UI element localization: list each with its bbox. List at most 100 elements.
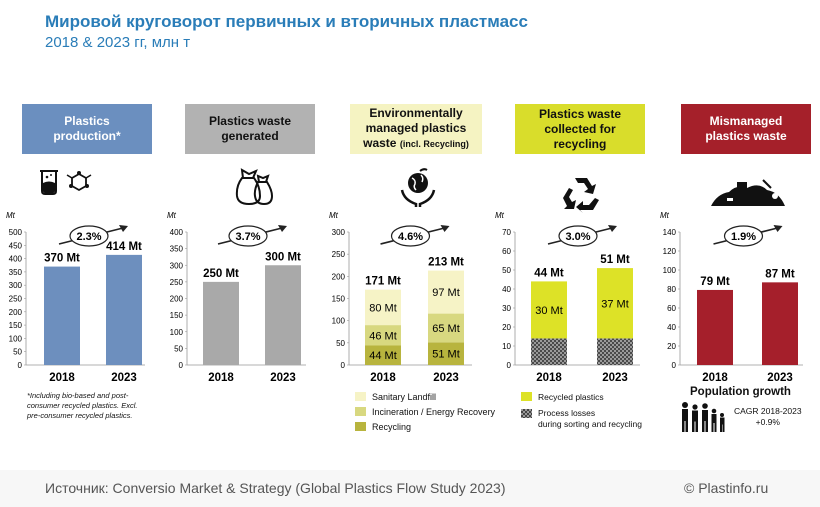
bar-segment	[597, 338, 633, 365]
y-tick-label: 140	[663, 228, 677, 237]
header-plastics-waste-generated: Plastics waste generated	[185, 104, 315, 154]
money-bags-icon	[235, 168, 274, 206]
cagr-badge	[558, 225, 598, 247]
population-cagr: CAGR 2018-2023 +0.9%	[734, 406, 802, 427]
bar-segment	[44, 266, 80, 365]
footnote: *Including bio-based and post-consumer r…	[27, 391, 138, 420]
legend-item: Sanitary Landfill	[355, 389, 495, 404]
y-tick-label: 0	[341, 361, 346, 370]
y-tick-label: 250	[332, 250, 346, 259]
y-tick-label: 300	[332, 228, 346, 237]
legend-label: Sanitary Landfill	[372, 391, 437, 402]
segment-label: 44 Mt	[369, 350, 397, 362]
segment-label: 46 Mt	[369, 330, 397, 342]
segment-label: 97 Mt	[432, 287, 460, 299]
population-title: Population growth	[690, 386, 791, 398]
x-category-label: 2018	[370, 372, 396, 384]
x-category-label: 2023	[111, 372, 137, 384]
footer-bar	[0, 470, 820, 507]
x-category-label: 2023	[602, 372, 628, 384]
cagr-arrow-head	[278, 225, 287, 232]
legend-recycling: Recycled plastics Process losses during …	[521, 389, 642, 430]
legend-swatch	[355, 422, 366, 431]
y-tick-label: 400	[9, 255, 23, 264]
cagr-badge	[390, 225, 431, 247]
y-tick-label: 100	[663, 266, 677, 275]
y-tick-label: 50	[336, 339, 345, 348]
beaker-icon	[40, 170, 58, 195]
bar-segment	[428, 313, 464, 343]
y-tick-label: 300	[170, 261, 184, 270]
legend-item: Recycled plastics	[521, 389, 642, 404]
y-tick-label: 10	[502, 342, 511, 351]
bar-segment	[203, 281, 239, 365]
bar-total-label: 51 Mt	[600, 254, 630, 266]
bar-segment	[365, 325, 401, 346]
bar-segment	[697, 289, 733, 365]
segment-label: 37 Mt	[601, 298, 629, 310]
legend-environmentally-managed: Sanitary Landfill Incineration / Energy …	[355, 389, 495, 434]
recycle-icon	[563, 178, 599, 213]
y-tick-label: 70	[502, 228, 511, 237]
page-subtitle: 2018 & 2023 гг, млн т	[45, 34, 191, 51]
y-tick-label: 200	[332, 272, 346, 281]
cagr-label: 2.3%	[76, 231, 101, 243]
x-category-label: 2018	[208, 372, 234, 384]
axis-unit-label: Mt	[329, 211, 339, 220]
y-tick-label: 100	[9, 334, 23, 343]
axis-unit-label: Mt	[167, 211, 177, 220]
cagr-arrow-head	[773, 225, 783, 232]
y-tick-label: 20	[502, 323, 511, 332]
y-tick-label: 40	[502, 285, 511, 294]
cagr-badge	[228, 225, 268, 247]
bar-segment	[597, 268, 633, 339]
legend-label: Recycled plastics	[538, 391, 604, 402]
bar-total-label: 370 Mt	[44, 253, 80, 265]
cagr-label: 1.9%	[731, 231, 756, 243]
bar-total-label: 414 Mt	[106, 241, 142, 253]
bar-total-label: 250 Mt	[203, 268, 239, 280]
x-category-label: 2023	[767, 372, 793, 384]
bar-segment	[531, 338, 567, 365]
cagr-label: 4.6%	[398, 231, 423, 243]
header-text: Plastics production*	[53, 114, 121, 143]
x-category-label: 2023	[433, 372, 459, 384]
header-environmentally-managed: Environmentally managed plastics waste (in…	[350, 104, 482, 154]
y-tick-label: 150	[170, 311, 184, 320]
y-tick-label: 0	[672, 361, 677, 370]
header-plastics-production: Plastics production*	[22, 104, 152, 154]
cagr-label: 3.0%	[565, 231, 590, 243]
y-tick-label: 300	[9, 281, 23, 290]
legend-swatch	[521, 408, 532, 418]
legend-label: Recycling	[372, 421, 412, 432]
bar-total-label: 300 Mt	[265, 251, 301, 263]
segment-label: 30 Mt	[535, 305, 563, 317]
bar-segment	[265, 265, 301, 365]
legend-swatch	[521, 392, 532, 401]
bar-total-label: 171 Mt	[365, 276, 401, 288]
y-tick-label: 350	[9, 268, 23, 277]
y-tick-label: 80	[667, 285, 676, 294]
y-tick-label: 500	[9, 228, 23, 237]
y-tick-label: 120	[663, 247, 677, 256]
bar-total-label: 44 Mt	[534, 267, 564, 279]
copyright-text: © Plastinfo.ru	[684, 480, 769, 496]
y-tick-label: 0	[507, 361, 512, 370]
bar-segment	[428, 342, 464, 365]
legend-item: Recycling	[355, 419, 495, 434]
cagr-arrow-head	[440, 225, 450, 232]
hands-globe-icon	[400, 168, 436, 207]
page-title: Мировой круговорот первичных и вторичных…	[45, 12, 528, 31]
y-tick-label: 200	[9, 308, 23, 317]
y-tick-label: 250	[9, 295, 23, 304]
header-text: Mismanaged plastics waste	[705, 114, 787, 143]
axis-unit-label: Mt	[660, 211, 670, 220]
legend-label: Incineration / Energy Recovery	[372, 406, 496, 417]
legend-label-continued: during sorting and recycling	[538, 419, 642, 429]
segment-label: 80 Mt	[369, 302, 397, 314]
axis-unit-label: Mt	[495, 211, 505, 220]
source-text: Источник: Conversio Market & Strategy (G…	[45, 480, 506, 496]
cagr-label: 3.7%	[235, 231, 260, 243]
y-tick-label: 450	[9, 241, 23, 250]
legend-label: Process losses	[538, 408, 596, 418]
